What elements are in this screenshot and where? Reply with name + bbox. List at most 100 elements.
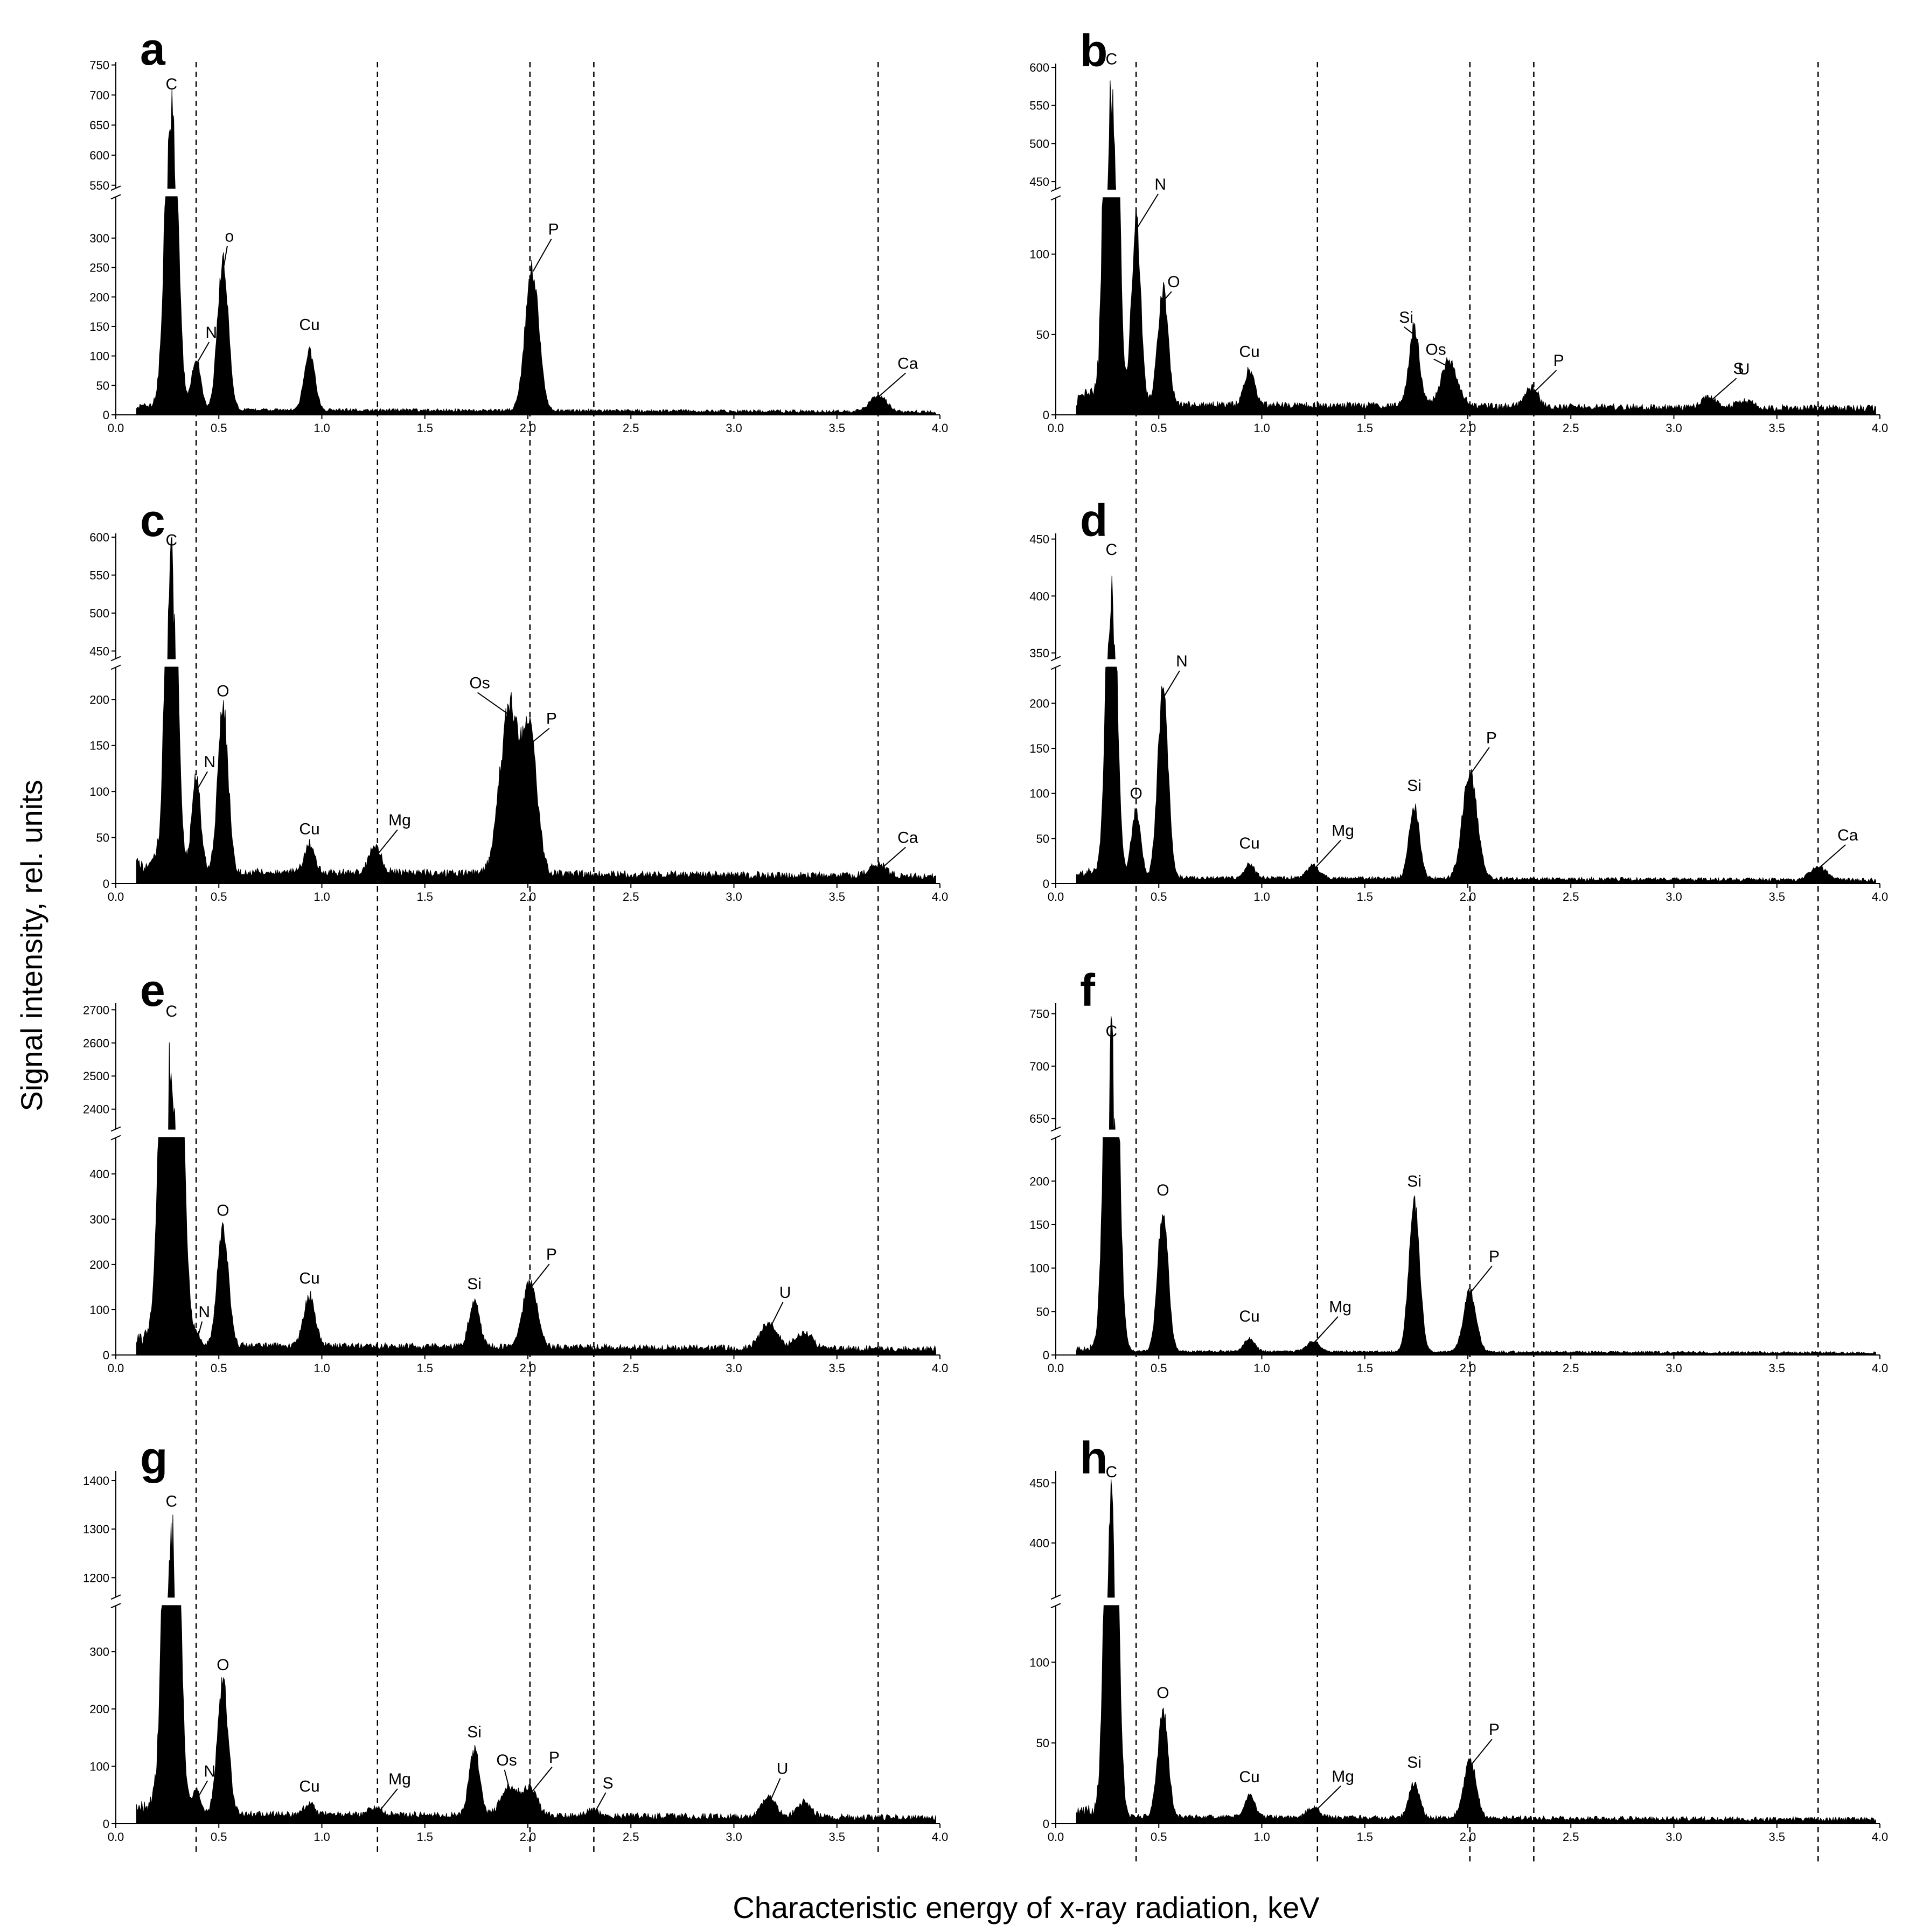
peak-leader-line (1471, 747, 1490, 774)
peak-leader-line (223, 246, 228, 266)
peak-label-cu: Cu (1239, 343, 1259, 360)
panel-b: 0.0 0.5 1.0 1.5 2.0 2.5 3.0 3.5 4.0 0 50 100 450 500 5… (1029, 25, 1888, 435)
y-tick-label: 400 (1029, 589, 1049, 603)
x-tick-label: 3.0 (726, 1830, 742, 1844)
x-tick-label: 1.0 (1253, 890, 1270, 904)
y-tick-label: 300 (89, 232, 109, 245)
spectrum-area-b (1076, 80, 1876, 415)
x-tick-label: 4.0 (1872, 421, 1889, 435)
peak-label-cu: Cu (1239, 835, 1259, 852)
peak-label-c: C (165, 75, 177, 93)
y-tick-label: 100 (1029, 1656, 1049, 1669)
x-tick-label: 4.0 (932, 1830, 949, 1844)
panel-letter: d (1080, 495, 1107, 546)
peak-label-si: Si (467, 1723, 482, 1741)
x-tick-label: 3.5 (1768, 890, 1785, 904)
peak-label-c: C (165, 1493, 177, 1511)
peak-leader-line (197, 771, 208, 790)
peak-leader-line (879, 846, 906, 871)
x-tick-label: 0.5 (211, 1830, 227, 1844)
peak-label-c: C (1105, 1463, 1117, 1481)
y-tick-label: 300 (89, 1645, 109, 1659)
x-tick-label: 0.5 (1151, 1830, 1167, 1844)
spectrum-area-h (1076, 1479, 1876, 1824)
peak-label-o: O (217, 1201, 229, 1219)
y-tick-label: 2400 (83, 1103, 109, 1116)
x-tick-label: 1.0 (1253, 1361, 1270, 1375)
spectrum-area-d (1076, 575, 1876, 884)
x-tick-label: 2.0 (1460, 421, 1476, 435)
peak-label-cu: Cu (299, 821, 319, 838)
y-tick-label: 2700 (83, 1003, 109, 1017)
y-tick-label: 50 (1036, 328, 1049, 342)
axis-break-gap (1056, 659, 1879, 667)
axis-break-mark (1050, 1594, 1061, 1609)
y-tick-label: 500 (1029, 137, 1049, 150)
peak-label-mg: Mg (1332, 1768, 1354, 1785)
x-tick-label: 1.5 (416, 421, 433, 435)
peak-leader-line (197, 342, 210, 363)
peak-label-n: N (1176, 652, 1188, 670)
y-tick-label: 550 (89, 179, 109, 192)
peak-label-c: C (165, 532, 177, 550)
peak-label-si: Si (1407, 777, 1422, 795)
peak-label-cu: Cu (299, 1778, 319, 1796)
peak-label-u: U (1738, 360, 1750, 378)
y-tick-label: 0 (103, 408, 109, 422)
x-tick-label: 2.5 (623, 421, 639, 435)
peak-leader-line (531, 727, 550, 744)
x-tick-label: 1.5 (416, 1361, 433, 1375)
x-tick-label: 2.5 (1563, 1830, 1579, 1844)
panel-letter: f (1080, 965, 1096, 1016)
peak-leader-line (1163, 291, 1172, 301)
panel-h: 0.0 0.5 1.0 1.5 2.0 2.5 3.0 3.5 4.0 0 50 100 400 450 h… (1029, 1433, 1888, 1844)
peak-label-p: P (546, 1246, 557, 1263)
peak-label-os: Os (1425, 340, 1446, 358)
x-tick-label: 3.0 (1666, 1361, 1682, 1375)
panel-d: 0.0 0.5 1.0 1.5 2.0 2.5 3.0 3.5 4.0 0 50 100 150 200 3… (1029, 495, 1888, 904)
y-tick-label: 100 (89, 1760, 109, 1774)
y-axis-title: Signal intensity, rel. units (15, 780, 48, 1111)
peak-label-si: Si (1399, 309, 1413, 326)
spectrum-area-g (136, 1514, 936, 1824)
x-tick-label: 3.0 (1666, 1830, 1682, 1844)
peak-leader-line (1471, 1739, 1493, 1766)
peak-label-p: P (1553, 352, 1564, 370)
peak-label-n: N (205, 324, 217, 342)
y-tick-label: 150 (1029, 1218, 1049, 1232)
peak-label-c: C (1105, 1023, 1117, 1040)
peak-leader-line (1532, 370, 1557, 394)
x-tick-label: 0.0 (108, 890, 124, 904)
peak-leader-line (531, 1767, 553, 1794)
panel-f: 0.0 0.5 1.0 1.5 2.0 2.5 3.0 3.5 4.0 0 50 100 150 200 6… (1029, 965, 1888, 1375)
peak-label-p: P (1489, 1248, 1500, 1266)
x-tick-label: 2.5 (1563, 890, 1579, 904)
y-tick-label: 200 (89, 1702, 109, 1716)
x-tick-label: 3.5 (828, 1361, 845, 1375)
peak-label-si: Si (1407, 1754, 1422, 1771)
y-tick-label: 100 (89, 1303, 109, 1317)
x-tick-label: 1.0 (1253, 421, 1270, 435)
x-tick-label: 3.5 (1768, 1830, 1785, 1844)
peak-label-n: N (204, 1762, 215, 1780)
peak-label-os: Os (496, 1752, 517, 1769)
x-tick-label: 2.5 (623, 1361, 639, 1375)
peak-label-c: C (1105, 541, 1117, 559)
axis-break-mark (110, 656, 121, 670)
y-tick-label: 100 (1029, 1262, 1049, 1275)
y-tick-label: 100 (89, 785, 109, 798)
y-tick-label: 1400 (83, 1474, 109, 1488)
panel-letter: a (140, 24, 166, 74)
y-tick-label: 600 (1029, 61, 1049, 74)
y-tick-label: 50 (1036, 832, 1049, 845)
y-tick-label: 550 (89, 569, 109, 582)
x-tick-label: 0.0 (108, 1830, 124, 1844)
peak-label-p: P (549, 1749, 560, 1767)
panel-a: 0.0 0.5 1.0 1.5 2.0 2.5 3.0 3.5 4.0 0 50 100 150 200 2… (89, 24, 948, 435)
axis-break-gap (1056, 190, 1879, 198)
peak-label-o: o (225, 228, 234, 246)
x-tick-label: 3.0 (726, 1361, 742, 1375)
peak-label-ca: Ca (1837, 826, 1858, 844)
x-tick-label: 0.5 (1151, 890, 1167, 904)
x-tick-label: 2.0 (520, 1830, 537, 1844)
